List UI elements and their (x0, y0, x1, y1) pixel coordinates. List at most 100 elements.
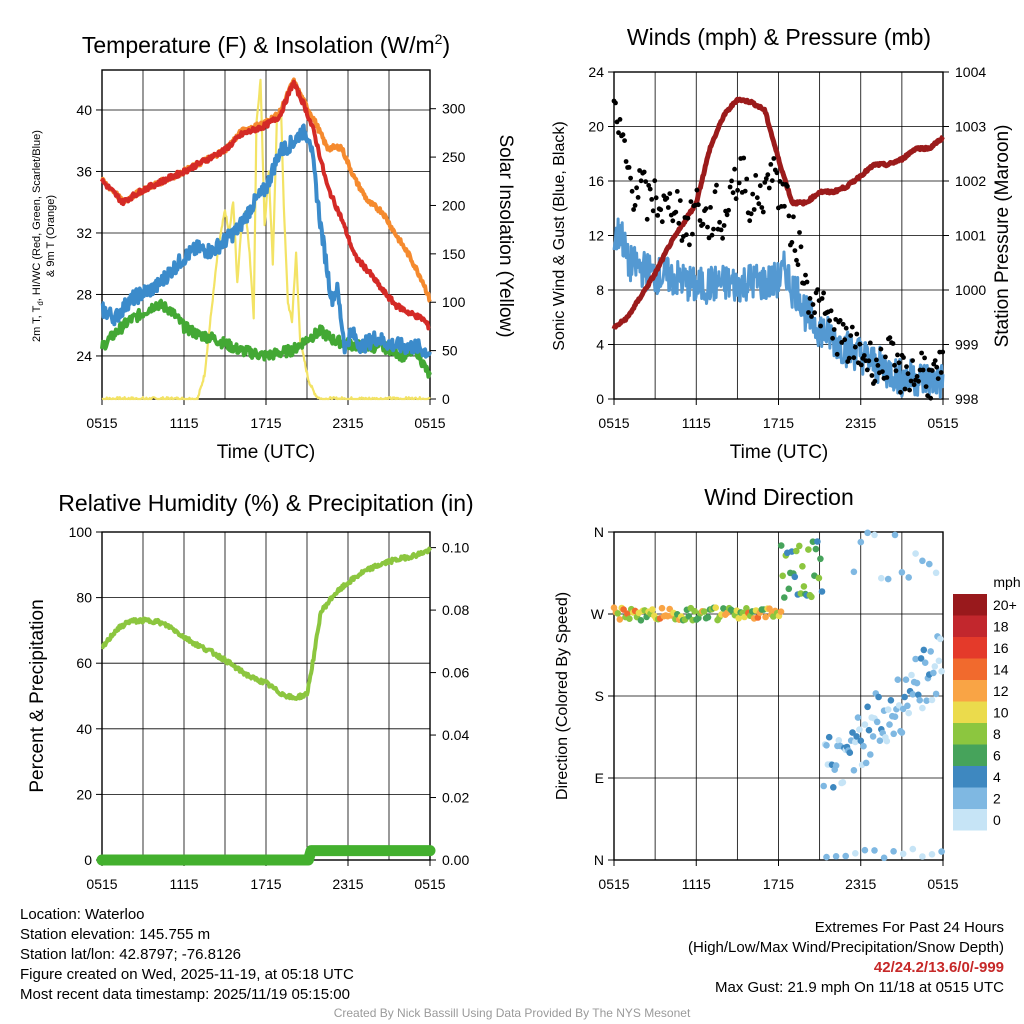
rh-ytick-label: 20 (76, 786, 92, 802)
gust-point (792, 248, 798, 254)
rh-xtick-label: 0515 (414, 876, 445, 892)
direction-point (700, 608, 708, 615)
temperature-title: Temperature (F) & Insolation (W/m2) (82, 31, 450, 58)
gust-point (762, 180, 768, 185)
wind-y2tick-label: 1004 (955, 64, 986, 80)
gust-point (880, 369, 885, 374)
gust-point (674, 189, 680, 194)
direction-point (852, 738, 859, 746)
gust-point (890, 341, 896, 346)
gust-point (887, 335, 893, 341)
gust-point (938, 370, 944, 375)
direction-point (637, 617, 645, 624)
gust-point (923, 384, 929, 389)
gust-point (757, 183, 763, 189)
gust-point (732, 166, 737, 172)
wind-ytick-label: 0 (596, 391, 604, 407)
wind-ytick-label: 24 (588, 64, 604, 80)
temp-y2tick-label: 200 (442, 197, 466, 213)
direction-point (878, 574, 885, 582)
gust-point (819, 296, 825, 301)
direction-point (867, 751, 874, 758)
temperature-panel: Temperature (F) & Insolation (W/m2) 2m T… (31, 31, 516, 463)
gust-point (867, 340, 873, 346)
gust-point (849, 324, 855, 330)
direction-point (887, 697, 895, 704)
speed-legend-swatch (953, 615, 987, 637)
direction-point (884, 706, 892, 713)
wind-xtick-label: 1715 (763, 415, 794, 431)
gust-point (635, 195, 641, 200)
speed-legend-title: mph (993, 574, 1020, 590)
gust-point (646, 183, 652, 188)
direction-point (915, 691, 922, 699)
dir-xtick-label: 0515 (927, 876, 958, 892)
direction-point (857, 737, 865, 745)
dir-ytick-label: W (591, 606, 605, 622)
direction-point (800, 583, 808, 590)
direction-point (909, 845, 917, 853)
gust-point (810, 302, 816, 307)
direction-point (930, 669, 937, 677)
gust-point (846, 355, 852, 361)
speed-legend-swatch (953, 637, 987, 659)
direction-point (920, 646, 928, 654)
direction-point (902, 676, 910, 683)
direction-point (712, 604, 719, 611)
gust-point (685, 215, 691, 221)
direction-point (850, 568, 858, 576)
direction-point (735, 615, 742, 622)
gust-point (777, 179, 783, 184)
direction-point (865, 726, 873, 734)
gust-point (665, 205, 671, 210)
rh-y2tick-label: 0.06 (442, 665, 469, 681)
wind-y2tick-label: 1002 (955, 173, 986, 189)
gust-point (892, 362, 897, 368)
speed-legend-swatch (953, 680, 987, 702)
gust-point (840, 321, 846, 327)
gust-point (659, 219, 665, 225)
gust-point (694, 187, 700, 193)
direction-point (835, 737, 843, 744)
gust-point (806, 310, 811, 315)
direction-point (931, 663, 939, 670)
direction-point (796, 542, 803, 550)
gust-point (807, 296, 813, 301)
gust-point (641, 169, 647, 175)
gust-point (821, 290, 826, 296)
gust-point (729, 178, 734, 184)
gust-point (724, 212, 730, 218)
direction-point (871, 531, 878, 539)
rh-xtick-label: 2315 (332, 876, 363, 892)
gust-point (629, 188, 635, 194)
direction-point (919, 853, 926, 860)
temp-series-solar-insolation (101, 78, 431, 401)
gust-point (684, 232, 689, 238)
direction-point (935, 657, 943, 665)
speed-legend-swatch (953, 723, 987, 745)
gust-point (714, 182, 719, 188)
direction-point (890, 730, 897, 738)
gust-point (935, 376, 941, 381)
gust-point (744, 176, 750, 182)
gust-point (650, 208, 656, 214)
gust-point (848, 333, 854, 338)
gust-point (652, 178, 658, 184)
gust-point (679, 238, 685, 243)
gust-point (626, 165, 632, 170)
wind-direction-title: Wind Direction (704, 484, 854, 510)
gust-point (901, 355, 906, 360)
direction-point (880, 854, 888, 862)
direction-point (842, 852, 849, 860)
gust-point (727, 184, 733, 190)
gust-point (730, 190, 736, 196)
rh-y2tick-label: 0.00 (442, 852, 469, 868)
speed-legend-label: 6 (993, 748, 1001, 764)
direction-point (921, 659, 929, 666)
direction-point (805, 546, 812, 553)
rh-ytick-label: 0 (84, 852, 92, 868)
gust-point (747, 218, 753, 224)
rh-y2tick-label: 0.08 (442, 602, 469, 618)
dir-ytick-label: N (594, 852, 604, 868)
wind-direction-panel: Wind Direction Direction (Colored By Spe… (554, 484, 1021, 892)
